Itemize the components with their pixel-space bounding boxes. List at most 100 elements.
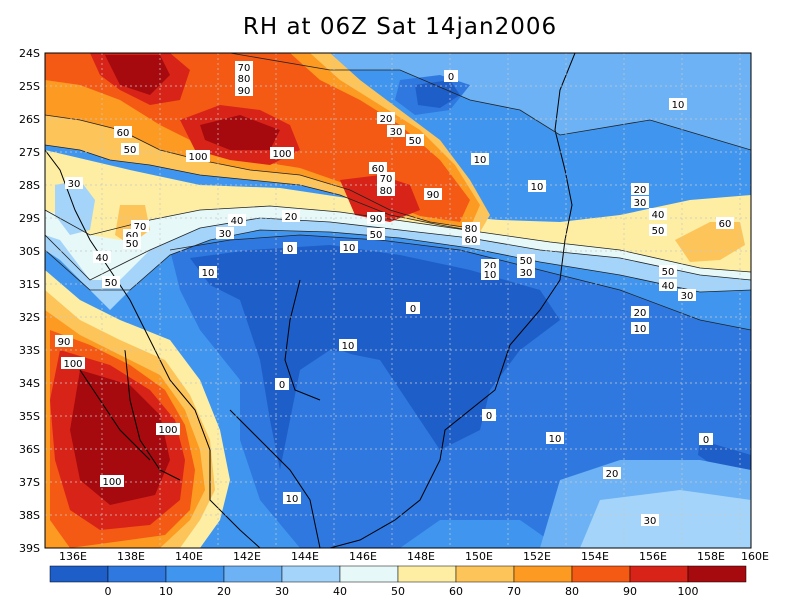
- colorbar-label: 40: [333, 585, 347, 598]
- svg-text:10: 10: [531, 182, 544, 193]
- contour-label: 0: [444, 70, 458, 83]
- contour-label: 30: [216, 227, 234, 240]
- svg-text:20: 20: [380, 114, 393, 125]
- svg-text:10: 10: [202, 268, 215, 279]
- y-tick: 38S: [19, 509, 40, 522]
- fill-sw-100b: [70, 370, 170, 505]
- colorbar-swatch: [107, 565, 167, 583]
- svg-text:20: 20: [285, 212, 298, 223]
- y-tick: 25S: [19, 80, 40, 93]
- colorbar-swatch: [281, 565, 341, 583]
- svg-text:90: 90: [238, 86, 251, 97]
- colorbar-swatch: [571, 565, 631, 583]
- contour-label: 10: [340, 241, 358, 254]
- y-tick: 33S: [19, 344, 40, 357]
- contour-label: 40: [649, 208, 667, 221]
- y-tick: 37S: [19, 476, 40, 489]
- colorbar-label: 0: [105, 585, 112, 598]
- colorbar-label: 60: [449, 585, 463, 598]
- contour-label: 20: [631, 306, 649, 319]
- svg-text:90: 90: [427, 190, 440, 201]
- svg-text:60: 60: [372, 164, 385, 175]
- svg-text:30: 30: [520, 268, 533, 279]
- colorbar-label: 70: [507, 585, 521, 598]
- x-tick: 152E: [523, 550, 551, 563]
- contour-label: 50: [649, 224, 667, 237]
- y-tick: 32S: [19, 311, 40, 324]
- svg-text:0: 0: [287, 244, 293, 255]
- contour-label: 90: [367, 212, 385, 225]
- contour-label: 50: [121, 143, 139, 156]
- contour-label: 10: [528, 180, 546, 193]
- x-tick: 142E: [233, 550, 261, 563]
- colorbar-label: 20: [217, 585, 231, 598]
- svg-text:10: 10: [342, 341, 355, 352]
- contour-label: 90: [55, 335, 73, 348]
- contour-label: 60: [369, 162, 387, 175]
- x-tick: 150E: [465, 550, 493, 563]
- svg-text:10: 10: [286, 494, 299, 505]
- x-tick: 146E: [349, 550, 377, 563]
- map-frame: [44, 52, 752, 549]
- y-tick: 36S: [19, 443, 40, 456]
- y-axis: 24S 25S 26S 27S 28S 29S 30S 31S 32S 33S …: [19, 47, 40, 555]
- svg-text:10: 10: [672, 100, 685, 111]
- svg-text:70: 70: [238, 63, 251, 74]
- svg-text:100: 100: [272, 149, 291, 160]
- y-tick: 34S: [19, 377, 40, 390]
- fill-30-40-se: [580, 490, 751, 548]
- svg-text:0: 0: [410, 304, 416, 315]
- colorbar-label: 10: [159, 585, 173, 598]
- contour-label: 20: [282, 210, 300, 223]
- fill-70-80-east: [675, 222, 745, 262]
- svg-text:0: 0: [448, 72, 454, 83]
- svg-text:50: 50: [370, 230, 383, 241]
- svg-text:90: 90: [370, 214, 383, 225]
- contour-label: 20: [631, 183, 649, 196]
- svg-text:50: 50: [520, 256, 533, 267]
- y-tick: 24S: [19, 47, 40, 60]
- x-tick: 144E: [291, 550, 319, 563]
- y-tick: 26S: [19, 113, 40, 126]
- contour-label: 100: [186, 150, 210, 163]
- fill-0-10-north: [415, 80, 460, 108]
- contour-label: 50: [659, 265, 677, 278]
- contour-label: 0: [275, 378, 289, 391]
- contour-label: 60: [462, 233, 480, 246]
- x-tick: 136E: [59, 550, 87, 563]
- svg-text:80: 80: [465, 224, 478, 235]
- contour-label: 0: [482, 409, 496, 422]
- colorbar-swatch: [339, 565, 399, 583]
- contour-label: 60: [716, 217, 734, 230]
- svg-text:30: 30: [390, 127, 403, 138]
- colorbar-label: 80: [565, 585, 579, 598]
- colorbar-label: 100: [678, 585, 699, 598]
- fill-0-10: [190, 245, 560, 470]
- svg-text:20: 20: [634, 308, 647, 319]
- y-tick: 28S: [19, 179, 40, 192]
- svg-text:100: 100: [158, 425, 177, 436]
- contour-label: 20: [377, 112, 395, 125]
- svg-text:100: 100: [63, 359, 82, 370]
- svg-text:30: 30: [644, 516, 657, 527]
- x-tick: 138E: [117, 550, 145, 563]
- contour-label: 80: [235, 72, 253, 85]
- svg-text:20: 20: [484, 261, 497, 272]
- coastlines: [45, 53, 576, 548]
- colorbar-label: 90: [623, 585, 637, 598]
- colorbar-label: 30: [275, 585, 289, 598]
- colorbar-swatch: [397, 565, 457, 583]
- svg-text:40: 40: [662, 281, 675, 292]
- svg-text:40: 40: [652, 210, 665, 221]
- colorbar: 0 10 20 30 40 50 60 70 80 90 100: [49, 565, 747, 598]
- fill-30-40: [230, 53, 751, 150]
- fill-10-20-south: [290, 350, 410, 530]
- contour-label: 100: [61, 357, 85, 370]
- contour-label: 100: [156, 423, 180, 436]
- svg-text:10: 10: [549, 434, 562, 445]
- svg-text:0: 0: [279, 380, 285, 391]
- svg-text:10: 10: [343, 243, 356, 254]
- contour-label: 40: [228, 214, 246, 227]
- contour-label: 80: [377, 184, 395, 197]
